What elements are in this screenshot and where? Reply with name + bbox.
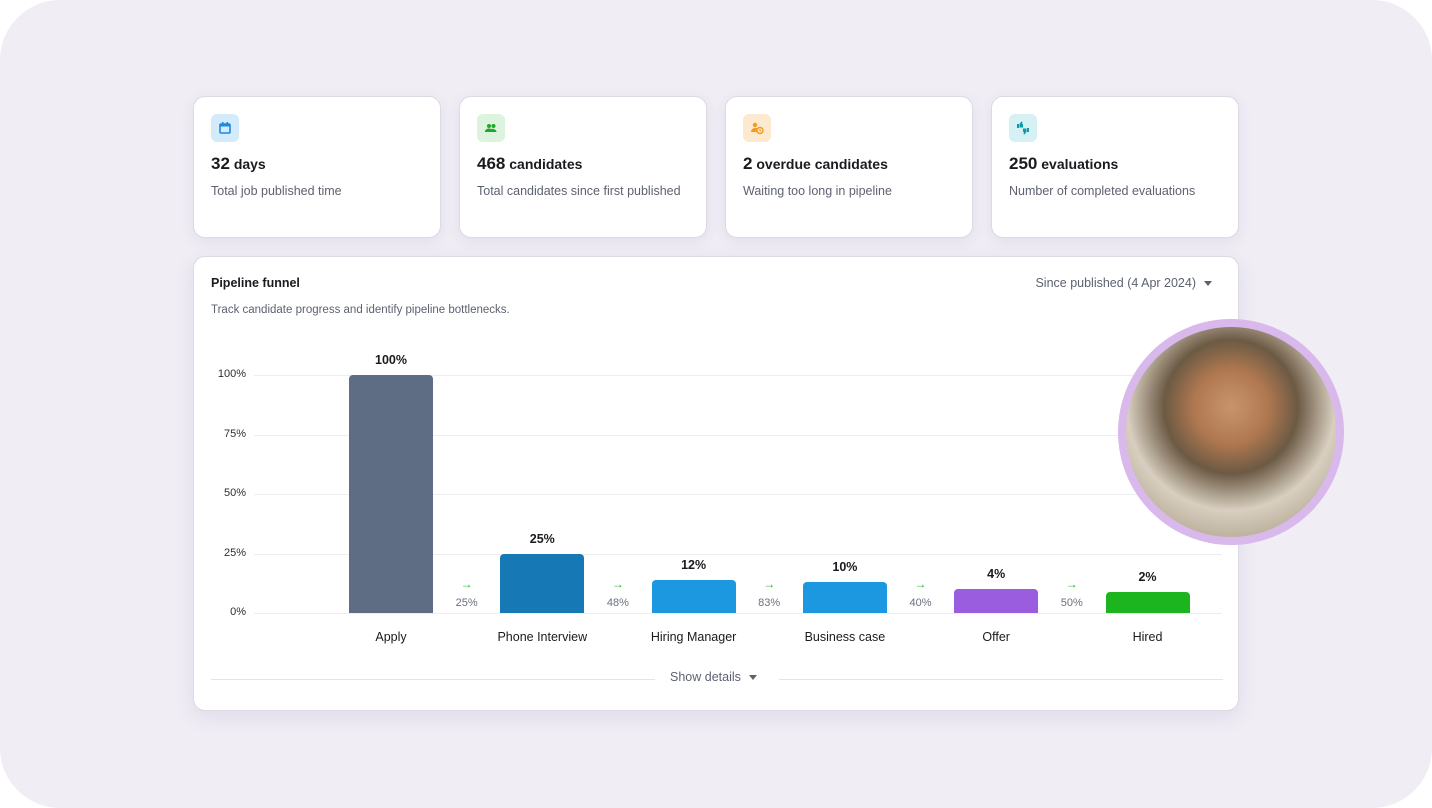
divider-left: [211, 679, 655, 680]
y-tick-label: 50%: [223, 487, 246, 499]
gridline: [254, 613, 1222, 614]
person-photo: [1126, 327, 1336, 537]
user-clock-icon: [743, 114, 771, 142]
y-tick-label: 0%: [230, 606, 246, 618]
stat-description: Number of completed evaluations: [1009, 184, 1196, 198]
bar-phone-interview[interactable]: [500, 553, 585, 613]
range-date: (4 Apr 2024): [1127, 276, 1196, 290]
stat-value: 250 evaluations: [1009, 154, 1221, 174]
bar-offer[interactable]: [954, 589, 1039, 613]
gridline: [254, 494, 1222, 495]
bar-value-label: 10%: [832, 560, 858, 574]
gridline: [254, 553, 1222, 555]
chevron-down-icon: [1204, 281, 1212, 287]
stat-card: 2 overdue candidates Waiting too long in…: [725, 96, 973, 238]
range-label: Since published: [1035, 276, 1124, 290]
people-icon: [477, 114, 505, 142]
pipeline-funnel-card: Pipeline funnel Track candidate progress…: [193, 256, 1239, 711]
stat-description: Waiting too long in pipeline: [743, 184, 892, 198]
y-tick-label: 25%: [223, 546, 246, 559]
stat-unit: evaluations: [1041, 156, 1119, 172]
divider-right: [779, 679, 1223, 680]
stat-value: 468 candidates: [477, 154, 689, 174]
stat-number: 468: [477, 154, 506, 173]
stat-card: 250 evaluations Number of completed eval…: [991, 96, 1239, 238]
gridline: [254, 434, 1222, 436]
chevron-down-icon: [748, 675, 757, 681]
stat-unit: candidates: [509, 156, 583, 172]
category-label: Phone Interview: [497, 630, 588, 644]
conversion-rate: 48%: [606, 597, 629, 609]
arrow-right-icon: →: [914, 577, 927, 591]
card-title: Pipeline funnel: [211, 276, 300, 290]
y-tick-label: 75%: [223, 427, 246, 440]
date-range-dropdown[interactable]: Since published (4 Apr 2024): [1035, 276, 1212, 290]
stat-value: 2 overdue candidates: [743, 154, 955, 174]
conversion-rate: 83%: [758, 597, 781, 609]
category-label: Business case: [804, 630, 886, 644]
category-label: Apply: [375, 630, 407, 644]
category-label: Hired: [1132, 630, 1163, 644]
stat-card: 32 days Total job published time: [193, 96, 441, 238]
y-tick-label: 100%: [217, 368, 246, 380]
stat-number: 32: [211, 154, 230, 173]
conversion-rate: 25%: [455, 597, 478, 609]
profile-photo: [1118, 319, 1344, 545]
conversion-rate: 50%: [1060, 597, 1083, 609]
bar-business-case[interactable]: [802, 582, 887, 613]
calendar-icon: [211, 114, 239, 142]
category-label: Offer: [982, 630, 1010, 644]
stat-unit: days: [233, 156, 266, 172]
category-label: Hiring Manager: [650, 630, 737, 644]
bar-hired[interactable]: [1105, 591, 1190, 613]
arrow-right-icon: →: [460, 577, 473, 591]
arrow-right-icon: →: [611, 577, 624, 591]
stat-description: Total job published time: [211, 184, 342, 198]
stat-description: Total candidates since first published: [477, 184, 681, 198]
stat-number: 2: [743, 154, 753, 173]
stat-unit: overdue candidates: [756, 156, 888, 172]
card-subtitle: Track candidate progress and identify pi…: [211, 304, 510, 316]
show-details-label: Show details: [670, 670, 741, 684]
bar-value-label: 12%: [681, 557, 707, 572]
conversion-rate: 40%: [909, 597, 932, 609]
thumbs-icon: [1009, 114, 1037, 142]
stat-number: 250: [1009, 154, 1038, 173]
bar-hiring-manager[interactable]: [651, 579, 736, 613]
gridline: [254, 375, 1222, 376]
bar-value-label: 100%: [375, 353, 407, 367]
bar-value-label: 2%: [1138, 569, 1157, 584]
bar-apply[interactable]: [349, 375, 433, 613]
bar-value-label: 25%: [529, 531, 555, 546]
arrow-right-icon: →: [1065, 577, 1078, 591]
arrow-right-icon: →: [763, 577, 776, 591]
stat-card: 468 candidates Total candidates since fi…: [459, 96, 707, 238]
bar-value-label: 4%: [987, 567, 1006, 582]
show-details-button[interactable]: Show details: [670, 670, 757, 684]
stat-value: 32 days: [211, 154, 423, 174]
